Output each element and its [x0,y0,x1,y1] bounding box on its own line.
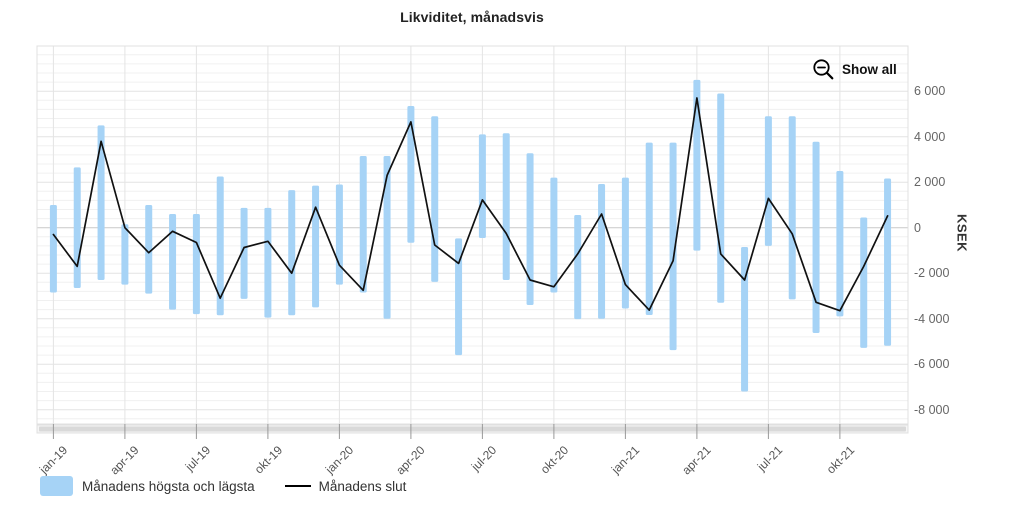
y-grid-minor [37,54,908,420]
y-grid-major [37,90,908,411]
range-bar [788,116,796,300]
x-scrollbar-thumb[interactable] [39,426,906,432]
y-axis-tick-label: -2 000 [914,266,950,281]
range-bar [502,133,510,281]
range-bar [574,214,582,320]
legend: Månadens högsta och lägsta Månadens slut [40,476,406,496]
range-bar [860,217,868,348]
x-axis-ticks [52,424,841,439]
range-bar [645,142,653,316]
range-bar [312,185,320,308]
legend-close-label: Månadens slut [318,478,407,494]
range-bar [526,153,534,306]
range-bar [145,204,153,294]
chart-title: Likviditet, månadsvis [400,9,544,25]
range-series-swatch [40,476,73,496]
range-bar [431,116,439,282]
range-bar [407,105,415,243]
legend-range-label: Månadens högsta och lägsta [82,478,255,494]
range-bar [598,184,606,319]
range-bar [264,207,272,318]
y-axis-tick-label: 6 000 [914,84,946,99]
show-all-label: Show all [842,62,897,77]
y-axis-tick-label: -8 000 [914,402,950,417]
y-axis-tick-label: 0 [914,220,921,235]
y-axis-title: KSEK [954,213,970,253]
plot-border [36,45,909,425]
range-bar [288,190,296,316]
range-bar [49,204,57,293]
range-bar [216,176,224,316]
range-bar [717,93,725,303]
close-line-series [52,97,889,312]
range-bar [121,224,129,285]
range-bar [764,116,772,246]
zoom-out-icon [813,59,834,80]
y-axis-tick-label: -4 000 [914,311,950,326]
range-bar [455,238,463,356]
range-bar [169,214,177,310]
range-bar [741,247,749,392]
range-bar [621,177,629,309]
range-bar [478,134,486,238]
range-bar [383,156,391,319]
legend-item-close[interactable]: Månadens slut [284,478,407,494]
range-bar [550,177,558,293]
show-all-button[interactable]: Show all [812,58,897,81]
legend-item-range[interactable]: Månadens högsta och lägsta [40,476,255,496]
y-axis-tick-label: 4 000 [914,129,946,144]
range-bar [812,141,820,334]
range-bar [693,79,701,251]
y-axis-tick-label: -6 000 [914,357,950,372]
range-bar [240,207,248,299]
range-bar [359,156,367,293]
close-series-line-swatch [284,485,311,487]
range-bar [97,125,105,281]
range-bar [192,214,200,315]
y-axis-tick-label: 2 000 [914,175,946,190]
range-bar [836,171,844,317]
range-bar [669,142,677,351]
range-bar [73,167,81,288]
range-bar-series [49,79,892,392]
range-bar [884,178,892,346]
range-bar [335,184,343,285]
